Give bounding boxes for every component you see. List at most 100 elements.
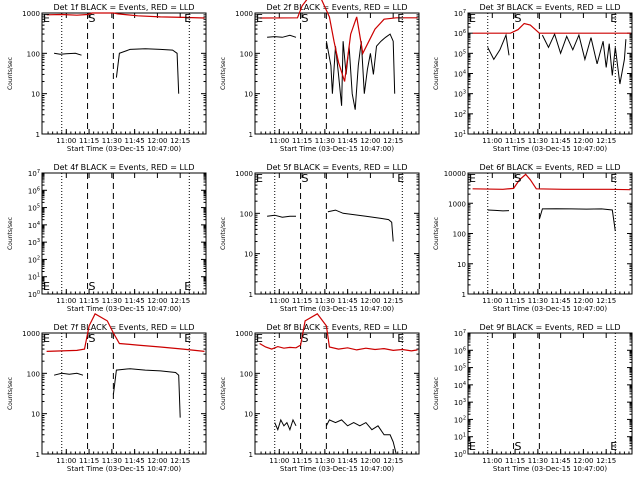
y-tick-label: 1 (36, 451, 40, 459)
y-tick-label: 100 (453, 231, 466, 239)
y-tick-label: 10000 (444, 170, 466, 178)
event-marker-label: E (610, 440, 617, 453)
x-tick-label: 12:00 (573, 137, 593, 145)
series-lld-line (46, 12, 205, 19)
x-tick-label: 11:00 (56, 457, 76, 465)
x-tick-label: 11:15 (79, 137, 99, 145)
y-tick-label: 103 (28, 238, 40, 247)
y-tick-label: 105 (454, 364, 466, 373)
x-tick-label: 11:30 (315, 297, 335, 305)
x-tick-label: 11:15 (79, 457, 99, 465)
y-tick-label: 1000 (22, 330, 40, 338)
x-tick-label: 12:00 (147, 297, 167, 305)
x-tick-label: 12:15 (170, 457, 190, 465)
event-marker-label: S (302, 172, 309, 185)
series-events-line (487, 33, 510, 61)
y-tick-label: 103 (454, 398, 466, 407)
x-tick-label: 11:00 (269, 297, 289, 305)
chart-title: Det 4f BLACK = Events, RED = LLD (53, 163, 194, 172)
x-tick-label: 11:15 (292, 297, 312, 305)
series-events-line (327, 209, 394, 242)
chart-panel-5f: Det 5f BLACK = Events, RED = LLD 1 10 100 10… (220, 163, 420, 313)
x-tick-label: 11:15 (292, 457, 312, 465)
y-tick-label: 102 (454, 110, 466, 119)
x-axis-label: Start Time (03-Dec-15 10:47:00) (67, 305, 181, 313)
x-axis-label: Start Time (03-Dec-15 10:47:00) (67, 145, 181, 153)
chart-title: Det 5f BLACK = Events, RED = LLD (266, 163, 407, 172)
x-tick-label: 12:00 (147, 137, 167, 145)
chart-panel-6f: Det 6f BLACK = Events, RED = LLD 1 10 100 10… (433, 163, 633, 313)
chart-panel-1f: Det 1f BLACK = Events, RED = LLD 1 10 100 10… (7, 3, 207, 153)
y-tick-label: 105 (28, 204, 40, 213)
plot-frame (254, 12, 420, 135)
chart-title: Det 9f BLACK = Events, RED = LLD (479, 323, 620, 332)
x-tick-label: 12:00 (573, 297, 593, 305)
chart-title: Det 2f BLACK = Events, RED = LLD (266, 3, 407, 12)
event-marker-label: E (610, 172, 617, 185)
event-marker-label: E (397, 12, 404, 25)
event-marker-label: E (397, 172, 404, 185)
x-tick-label: 11:45 (125, 457, 145, 465)
series-events-line (325, 419, 397, 455)
x-tick-label: 12:00 (360, 297, 380, 305)
y-tick-label: 106 (28, 186, 40, 195)
event-marker-label: S (515, 172, 522, 185)
event-marker-label: S (89, 332, 96, 345)
chart-panel-3f: Det 3f BLACK = Events, RED = LLD 101 102 10… (433, 3, 633, 153)
x-axis-label: Start Time (03-Dec-15 10:47:00) (493, 145, 607, 153)
y-axis-label: Counts/sec (7, 217, 14, 250)
chart-panel-4f: Det 4f BLACK = Events, RED = LLD 100 101 10… (7, 163, 207, 313)
x-tick-label: 11:00 (482, 137, 502, 145)
plot-frame (467, 172, 633, 295)
y-tick-label: 10 (31, 91, 40, 99)
y-tick-label: 1 (36, 131, 40, 139)
y-tick-label: 102 (28, 255, 40, 264)
x-tick-label: 11:45 (338, 137, 358, 145)
event-marker-label: E (184, 12, 191, 25)
y-axis-label: Counts/sec (220, 377, 227, 410)
series-events-line (54, 52, 82, 56)
x-tick-label: 12:15 (383, 457, 403, 465)
y-tick-label: 100 (240, 370, 253, 378)
series-lld-line (472, 173, 631, 191)
x-tick-label: 12:00 (573, 457, 593, 465)
y-axis-label: Counts/sec (220, 217, 227, 250)
x-tick-label: 12:15 (596, 137, 616, 145)
x-tick-label: 12:15 (596, 297, 616, 305)
event-marker-label: E (184, 280, 191, 293)
y-tick-label: 106 (454, 346, 466, 355)
y-tick-label: 10 (31, 411, 40, 419)
y-tick-label: 100 (454, 450, 466, 459)
x-tick-label: 11:45 (125, 137, 145, 145)
x-tick-label: 11:15 (292, 137, 312, 145)
x-tick-label: 11:00 (269, 457, 289, 465)
event-marker-label: E (43, 12, 50, 25)
chart-title: Det 8f BLACK = Events, RED = LLD (266, 323, 407, 332)
y-tick-label: 1 (249, 131, 253, 139)
y-tick-label: 104 (28, 221, 40, 230)
series-events-line (325, 33, 396, 110)
y-axis-label: Counts/sec (7, 57, 14, 90)
event-marker-label: E (256, 12, 263, 25)
x-tick-label: 11:15 (79, 297, 99, 305)
series-events-line (115, 48, 180, 94)
y-axis-label: Counts/sec (7, 377, 14, 410)
plot-frame (41, 332, 207, 455)
y-axis-label: Counts/sec (433, 57, 440, 90)
event-marker-label: S (302, 332, 309, 345)
event-marker-label: S (302, 12, 309, 25)
series-lld-line (259, 313, 418, 352)
series-events-line (487, 209, 510, 212)
chart-panel-8f: Det 8f BLACK = Events, RED = LLD 1 10 100 10… (220, 313, 420, 473)
event-marker-label: E (256, 332, 263, 345)
series-events-line (53, 372, 84, 376)
x-axis-label: Start Time (03-Dec-15 10:47:00) (493, 465, 607, 473)
event-marker-label: S (515, 440, 522, 453)
x-tick-label: 12:15 (170, 297, 190, 305)
event-marker-label: E (610, 12, 617, 25)
event-marker-label: E (43, 332, 50, 345)
series-events-line (541, 32, 627, 85)
y-tick-label: 10 (457, 261, 466, 269)
x-tick-label: 11:30 (528, 297, 548, 305)
y-tick-label: 101 (454, 433, 466, 442)
